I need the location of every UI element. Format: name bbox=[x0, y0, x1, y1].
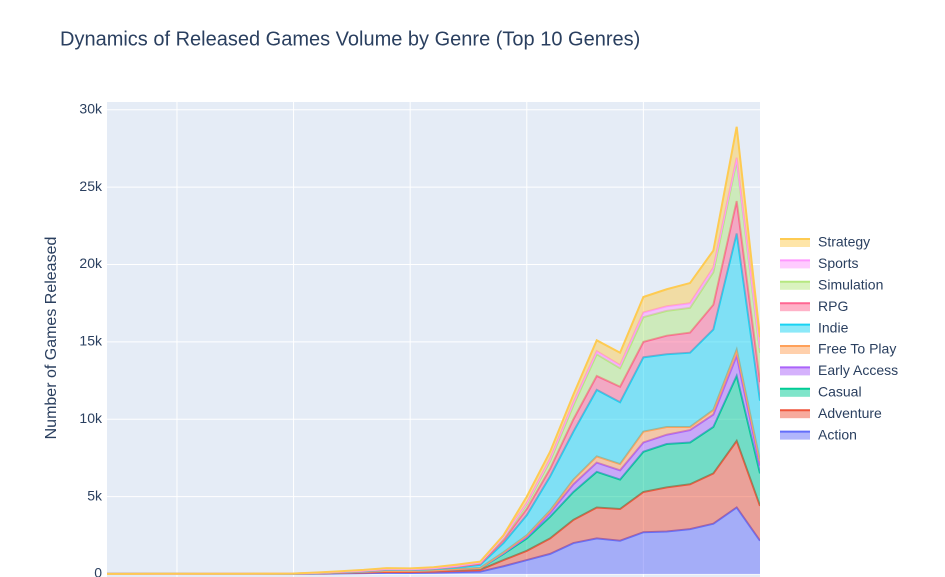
area-fill bbox=[107, 440, 760, 574]
legend-label: Action bbox=[818, 426, 857, 442]
area-fill bbox=[107, 233, 760, 574]
legend-label: Adventure bbox=[818, 405, 882, 421]
legend-label: Casual bbox=[818, 384, 862, 400]
legend-label: RPG bbox=[818, 298, 848, 314]
area-fill bbox=[107, 375, 760, 574]
y-tick-label: 0 bbox=[94, 565, 102, 577]
plot-area bbox=[107, 126, 760, 575]
legend-swatch bbox=[780, 324, 810, 333]
area-fill bbox=[107, 355, 760, 574]
y-tick-label: 10k bbox=[79, 410, 103, 426]
y-tick-label: 30k bbox=[79, 100, 103, 116]
area-line bbox=[107, 126, 760, 575]
legend-label: Simulation bbox=[818, 277, 883, 293]
legend-swatch bbox=[780, 260, 810, 269]
y-tick-label: 15k bbox=[79, 333, 103, 349]
y-axis-label: Number of Games Released bbox=[43, 237, 60, 440]
legend-swatch bbox=[780, 410, 810, 419]
legend-label: Indie bbox=[818, 319, 849, 335]
y-tick-label: 20k bbox=[79, 255, 103, 271]
legend-swatch bbox=[780, 388, 810, 397]
legend-swatch bbox=[780, 367, 810, 376]
legend-label: Free To Play bbox=[818, 341, 896, 357]
area-fill bbox=[107, 160, 760, 574]
legend-label: Strategy bbox=[818, 234, 870, 250]
area-fill bbox=[107, 507, 760, 574]
legend-swatch bbox=[780, 431, 810, 440]
y-tick-label: 25k bbox=[79, 178, 103, 194]
legend-swatch bbox=[780, 346, 810, 354]
legend-swatch bbox=[780, 303, 810, 312]
legend-swatch bbox=[780, 239, 810, 247]
legend-label: Sports bbox=[818, 255, 858, 271]
chart-title: Dynamics of Released Games Volume by Gen… bbox=[60, 28, 640, 50]
legend-swatch bbox=[780, 281, 810, 290]
y-tick-label: 5k bbox=[87, 487, 103, 503]
legend-label: Early Access bbox=[818, 362, 898, 378]
